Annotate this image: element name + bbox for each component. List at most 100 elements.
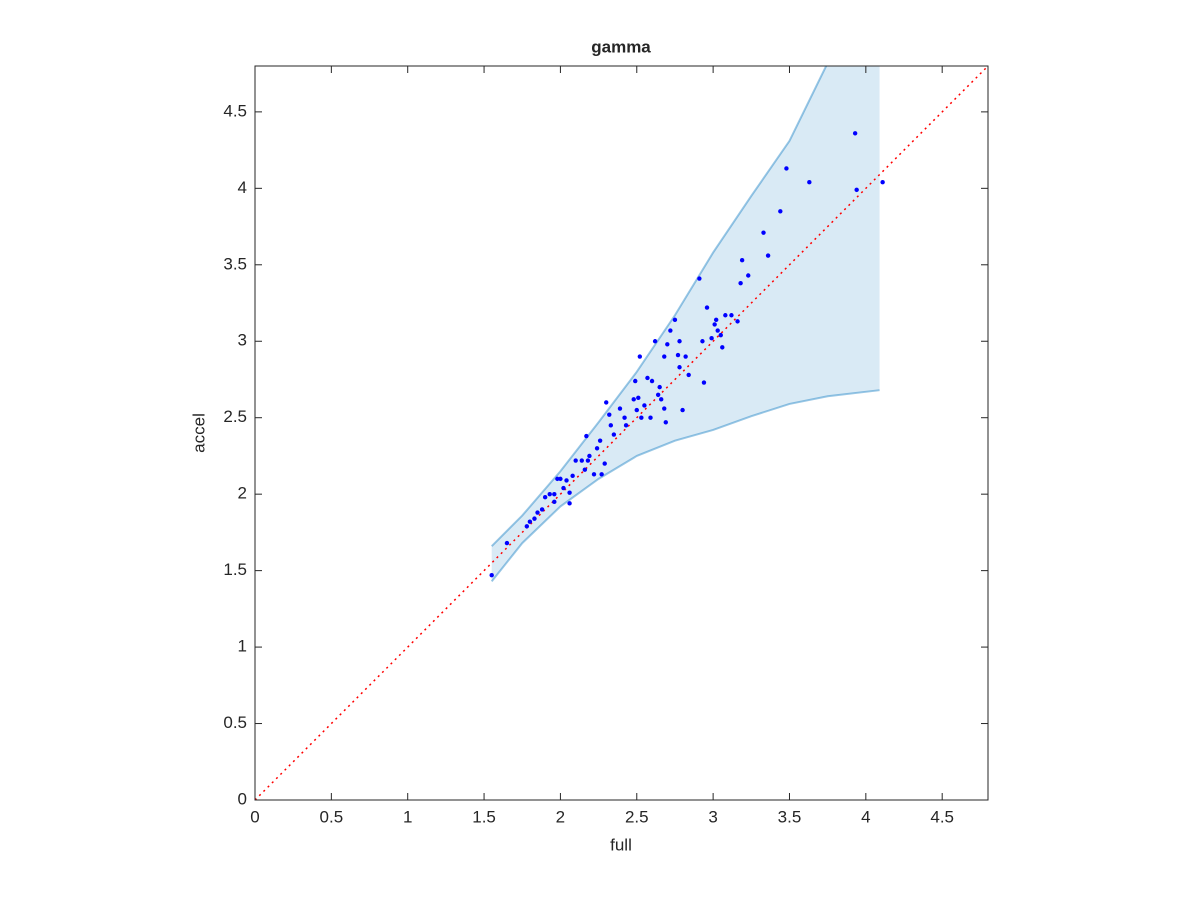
scatter-point	[704, 305, 710, 310]
scatter-point	[680, 407, 685, 413]
scatter-point	[602, 461, 607, 466]
scatter-point	[604, 400, 609, 405]
scatter-point	[649, 378, 655, 384]
y-tick-label: 1	[238, 637, 247, 656]
y-tick-label: 4	[238, 178, 247, 197]
scatter-point	[611, 432, 617, 437]
scatter-point	[765, 253, 771, 258]
scatter-point	[852, 131, 858, 136]
scatter-point	[584, 433, 589, 439]
scatter-point	[555, 476, 560, 482]
y-tick-label: 3.5	[223, 254, 247, 273]
scatter-point	[807, 180, 812, 185]
scatter-point	[527, 519, 533, 524]
y-tick-label: 2.5	[223, 407, 247, 426]
scatter-point	[701, 380, 707, 385]
confidence-band	[491, 66, 880, 582]
scatter-point	[552, 491, 557, 497]
scatter-point	[662, 354, 667, 359]
x-tick-label: 4	[861, 807, 870, 826]
scatter-point	[778, 209, 783, 214]
scatter-point	[535, 510, 540, 515]
scatter-point	[599, 472, 604, 477]
scatter-point	[585, 458, 591, 463]
scatter-point	[677, 339, 682, 344]
scatter-point	[746, 273, 751, 278]
scatter-point	[662, 406, 667, 411]
scatter-point	[489, 573, 494, 578]
scatter-point	[582, 467, 588, 472]
scatter-point	[657, 384, 662, 390]
scatter-point	[637, 354, 643, 359]
scatter-point	[675, 352, 681, 358]
scatter-point	[532, 516, 537, 521]
scatter-point	[573, 458, 578, 463]
scatter-point	[623, 423, 629, 428]
scatter-point	[784, 166, 789, 171]
scatter-point	[561, 485, 566, 491]
scatter-point	[504, 540, 510, 546]
scatter-point	[854, 187, 859, 193]
y-tick-label: 0	[238, 789, 247, 808]
scatter-point	[558, 476, 563, 482]
scatter-point	[652, 339, 658, 344]
scatter-point	[552, 499, 557, 505]
scatter-point	[567, 490, 572, 495]
scatter-point	[617, 406, 623, 411]
scatter-point	[718, 332, 723, 338]
scatter-point	[723, 313, 728, 318]
scatter-point	[633, 378, 638, 384]
y-axis-label: accel	[189, 413, 208, 453]
scatter-point	[607, 412, 612, 417]
axes-box	[254, 65, 989, 801]
x-axis-label: full	[610, 835, 632, 854]
y-tick-label: 3	[238, 331, 247, 350]
x-tick-label: 0	[250, 807, 259, 826]
y-tick-label: 1.5	[223, 560, 247, 579]
x-tick-label: 0.5	[320, 807, 344, 826]
scatter-point	[665, 342, 670, 347]
scatter-point	[622, 415, 627, 420]
scatter-point	[712, 322, 717, 327]
y-tick-label: 2	[238, 484, 247, 503]
scatter-point	[539, 507, 545, 512]
scatter-point	[713, 317, 719, 323]
scatter-point	[761, 230, 766, 235]
scatter-point	[639, 415, 644, 420]
scatter-point	[729, 313, 734, 318]
x-tick-label: 2	[556, 807, 565, 826]
scatter-point	[668, 328, 673, 333]
scatter-point	[524, 524, 530, 529]
reference-line	[255, 66, 988, 800]
scatter-point	[570, 473, 575, 479]
scatter-point	[677, 365, 682, 370]
band-lower	[490, 389, 880, 582]
chart-title: gamma	[591, 37, 651, 56]
scatter-point	[686, 372, 691, 378]
scatter-point	[591, 472, 597, 477]
x-tick-label: 3.5	[778, 807, 802, 826]
scatter-point	[579, 458, 584, 463]
scatter-point	[594, 446, 600, 451]
scatter-point	[735, 319, 740, 324]
y-tick-label: 4.5	[223, 101, 247, 120]
scatter-point	[648, 415, 653, 420]
scatter-point	[645, 375, 650, 381]
scatter-point	[672, 317, 678, 323]
scatter-point	[597, 438, 603, 443]
scatter-point	[547, 491, 552, 497]
scatter-point	[634, 407, 639, 413]
scatter-point	[739, 258, 745, 263]
scatter-point	[659, 397, 664, 402]
scatter-point	[700, 339, 705, 344]
scatter-point	[636, 395, 641, 401]
scatter-point	[697, 276, 702, 281]
scatter-point	[608, 423, 614, 428]
scatter-point	[655, 392, 661, 397]
plot-area	[255, 66, 988, 800]
scatter-point	[720, 345, 725, 350]
y-tick-label: 0.5	[223, 713, 247, 732]
scatter-point	[642, 403, 647, 408]
